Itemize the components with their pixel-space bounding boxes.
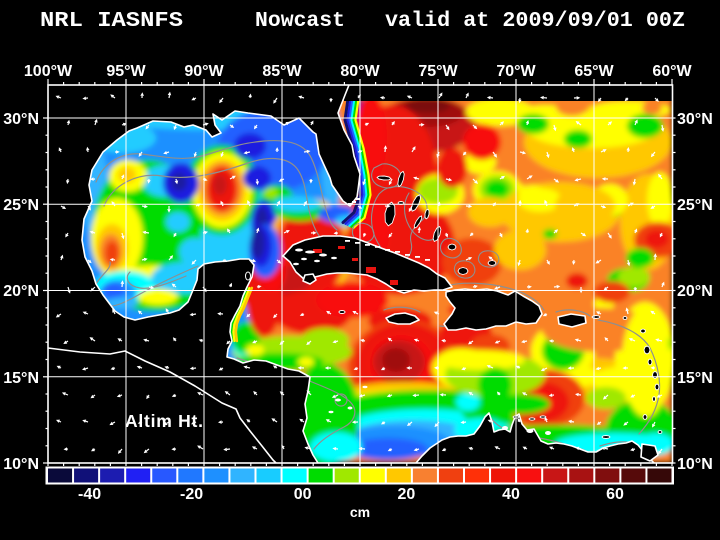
svg-text:30°N: 30°N: [3, 111, 39, 128]
svg-text:-40: -40: [78, 486, 101, 503]
svg-text:Nowcast: Nowcast: [255, 10, 345, 33]
svg-text:cm: cm: [350, 504, 370, 520]
svg-text:15°N: 15°N: [3, 370, 39, 387]
svg-text:15°N: 15°N: [677, 370, 713, 387]
svg-text:100°W: 100°W: [24, 63, 73, 80]
svg-text:valid at 2009/09/01 00Z: valid at 2009/09/01 00Z: [385, 10, 685, 33]
svg-text:75°W: 75°W: [418, 63, 458, 80]
svg-text:10°N: 10°N: [677, 456, 713, 473]
svg-text:40: 40: [502, 486, 520, 503]
svg-text:00: 00: [294, 486, 312, 503]
svg-text:60: 60: [606, 486, 624, 503]
svg-text:10°N: 10°N: [3, 456, 39, 473]
svg-text:20°N: 20°N: [3, 283, 39, 300]
svg-text:95°W: 95°W: [106, 63, 146, 80]
svg-text:Altim Ht.: Altim Ht.: [125, 411, 203, 431]
svg-text:NRL IASNFS: NRL IASNFS: [40, 10, 183, 33]
svg-text:25°N: 25°N: [3, 197, 39, 214]
svg-text:85°W: 85°W: [262, 63, 302, 80]
svg-text:-20: -20: [180, 486, 203, 503]
svg-text:20°N: 20°N: [677, 283, 713, 300]
svg-text:25°N: 25°N: [677, 197, 713, 214]
svg-text:90°W: 90°W: [184, 63, 224, 80]
svg-text:30°N: 30°N: [677, 111, 713, 128]
svg-text:60°W: 60°W: [652, 63, 692, 80]
svg-text:20: 20: [398, 486, 416, 503]
svg-text:80°W: 80°W: [340, 63, 380, 80]
svg-text:65°W: 65°W: [574, 63, 614, 80]
svg-text:70°W: 70°W: [496, 63, 536, 80]
